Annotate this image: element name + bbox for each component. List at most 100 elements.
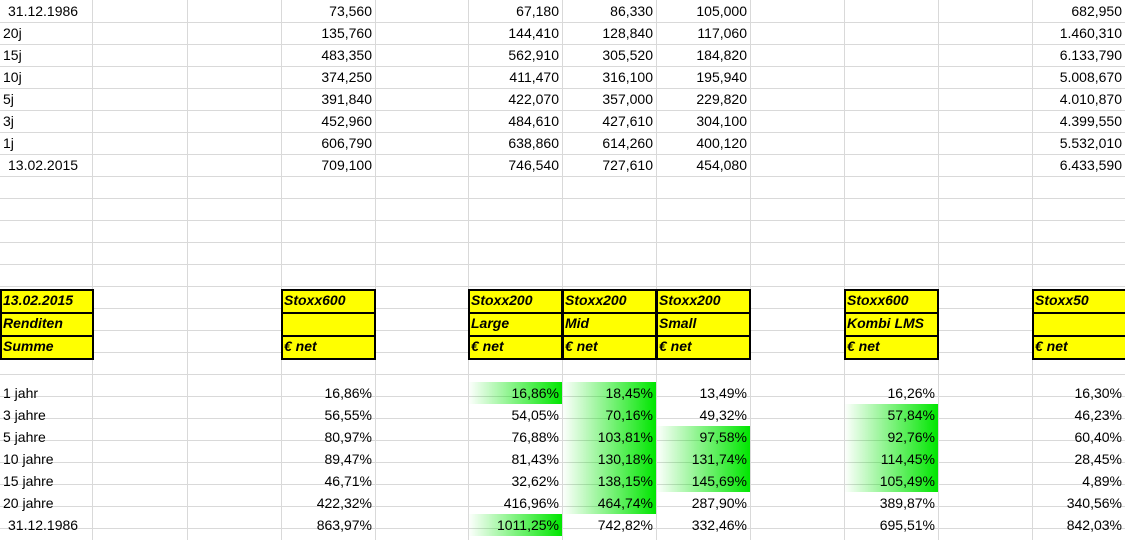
return-cell[interactable]: 56,55%	[324, 407, 372, 423]
highlighted-return-cell[interactable]: 57,84%	[844, 404, 938, 426]
table-cell[interactable]: 411,470	[509, 69, 559, 85]
return-cell[interactable]: 46,23%	[1074, 407, 1122, 423]
table-cell[interactable]: 316,100	[602, 69, 653, 85]
table-cell[interactable]: 614,260	[602, 135, 653, 151]
table-cell[interactable]: 229,820	[696, 91, 747, 107]
highlighted-return-cell[interactable]: 138,15%	[562, 470, 656, 492]
highlighted-return-cell[interactable]: 97,58%	[656, 426, 750, 448]
table-cell[interactable]: 422,070	[508, 91, 559, 107]
table-cell[interactable]: 195,940	[696, 69, 747, 85]
return-cell[interactable]: 60,40%	[1074, 429, 1122, 445]
table-cell[interactable]: 6.433,590	[1059, 157, 1122, 173]
highlighted-return-cell[interactable]: 103,81%	[562, 426, 656, 448]
return-cell[interactable]: 20 jahre	[3, 495, 54, 511]
table-cell[interactable]: 727,610	[602, 157, 653, 173]
table-cell[interactable]: 117,060	[697, 25, 747, 41]
table-cell[interactable]: 5j	[3, 91, 14, 107]
table-cell[interactable]: 709,100	[321, 157, 372, 173]
table-cell[interactable]: 10j	[3, 69, 22, 85]
header-cell-b[interactable]	[281, 312, 376, 337]
table-cell[interactable]: 135,760	[321, 25, 372, 41]
table-cell[interactable]: 73,560	[329, 3, 372, 19]
table-cell[interactable]: 682,950	[1071, 3, 1122, 19]
table-cell[interactable]: 304,100	[696, 113, 747, 129]
return-cell[interactable]: 1 jahr	[3, 385, 39, 401]
table-cell[interactable]: 105,000	[696, 3, 747, 19]
return-cell[interactable]: 389,87%	[879, 495, 935, 511]
highlighted-return-cell[interactable]: 105,49%	[844, 470, 938, 492]
table-cell[interactable]: 5.532,010	[1059, 135, 1122, 151]
return-cell[interactable]: 49,32%	[699, 407, 747, 423]
table-cell[interactable]: 15j	[3, 47, 22, 63]
table-cell[interactable]: 606,790	[321, 135, 372, 151]
table-cell[interactable]: 374,250	[321, 69, 372, 85]
return-cell[interactable]: 5 jahre	[3, 429, 46, 445]
table-cell[interactable]: 357,000	[602, 91, 653, 107]
header-cell-f[interactable]	[844, 335, 939, 360]
highlighted-return-cell[interactable]: 145,69%	[656, 470, 750, 492]
table-cell[interactable]: 305,520	[602, 47, 653, 63]
return-cell[interactable]: 3 jahre	[3, 407, 46, 423]
return-cell[interactable]: 4,89%	[1082, 473, 1122, 489]
return-cell[interactable]: 15 jahre	[3, 473, 54, 489]
header-cell-a[interactable]	[0, 335, 94, 360]
return-cell[interactable]: 16,30%	[1074, 385, 1122, 401]
table-cell[interactable]: 86,330	[610, 3, 653, 19]
table-cell[interactable]: 638,860	[508, 135, 559, 151]
return-cell[interactable]: 742,82%	[597, 517, 653, 533]
return-cell[interactable]: 10 jahre	[3, 451, 54, 467]
table-cell[interactable]: 184,820	[696, 47, 747, 63]
highlighted-return-cell[interactable]: 464,74%	[562, 492, 656, 514]
return-cell[interactable]: 32,62%	[511, 473, 559, 489]
table-cell[interactable]: 5.008,670	[1059, 69, 1122, 85]
table-cell[interactable]: 6.133,790	[1059, 47, 1122, 63]
table-cell[interactable]: 1j	[3, 135, 14, 151]
return-cell[interactable]: 80,97%	[324, 429, 372, 445]
table-cell[interactable]: 4.010,870	[1059, 91, 1122, 107]
return-cell[interactable]: 16,86%	[324, 385, 372, 401]
table-cell[interactable]: 13.02.2015	[8, 157, 79, 173]
table-cell[interactable]: 144,410	[508, 25, 559, 41]
return-cell[interactable]: 287,90%	[691, 495, 747, 511]
return-cell[interactable]: 340,56%	[1066, 495, 1122, 511]
table-cell[interactable]: 391,840	[321, 91, 372, 107]
highlighted-return-cell[interactable]: 18,45%	[562, 382, 656, 404]
table-cell[interactable]: 31.12.1986	[8, 3, 79, 19]
header-cell-g[interactable]	[1032, 312, 1125, 337]
return-cell[interactable]: 46,71%	[324, 473, 372, 489]
highlighted-return-cell[interactable]: 1011,25%	[468, 514, 562, 536]
return-cell[interactable]: 422,32%	[316, 495, 372, 511]
table-cell[interactable]: 20j	[3, 25, 22, 41]
table-cell[interactable]: 400,120	[696, 135, 747, 151]
table-cell[interactable]: 427,610	[602, 113, 653, 129]
return-cell[interactable]: 416,96%	[503, 495, 559, 511]
table-cell[interactable]: 67,180	[516, 3, 559, 19]
highlighted-return-cell[interactable]: 92,76%	[844, 426, 938, 448]
header-cell-b[interactable]	[281, 335, 376, 360]
table-cell[interactable]: 746,540	[508, 157, 559, 173]
return-cell[interactable]: 16,26%	[887, 385, 935, 401]
return-cell[interactable]: 54,05%	[511, 407, 559, 423]
table-cell[interactable]: 4.399,550	[1059, 113, 1122, 129]
return-cell[interactable]: 332,46%	[691, 517, 747, 533]
table-cell[interactable]: 1.460,310	[1059, 25, 1122, 41]
highlighted-return-cell[interactable]: 16,86%	[468, 382, 562, 404]
return-cell[interactable]: 695,51%	[879, 517, 935, 533]
table-cell[interactable]: 128,840	[602, 25, 653, 41]
highlighted-return-cell[interactable]: 130,18%	[562, 448, 656, 470]
return-cell[interactable]: 863,97%	[316, 517, 372, 533]
highlighted-return-cell[interactable]: 131,74%	[656, 448, 750, 470]
return-cell[interactable]: 89,47%	[324, 451, 372, 467]
return-cell[interactable]: 28,45%	[1074, 451, 1122, 467]
return-cell[interactable]: 842,03%	[1066, 517, 1122, 533]
return-cell[interactable]: 13,49%	[699, 385, 747, 401]
header-cell-g[interactable]	[1032, 335, 1125, 360]
return-cell[interactable]: 81,43%	[511, 451, 559, 467]
table-cell[interactable]: 454,080	[696, 157, 747, 173]
return-cell[interactable]: 31.12.1986	[8, 517, 79, 533]
table-cell[interactable]: 484,610	[508, 113, 559, 129]
table-cell[interactable]: 3j	[3, 113, 14, 129]
header-cell-e[interactable]	[656, 335, 751, 360]
table-cell[interactable]: 483,350	[321, 47, 372, 63]
highlighted-return-cell[interactable]: 114,45%	[844, 448, 938, 470]
